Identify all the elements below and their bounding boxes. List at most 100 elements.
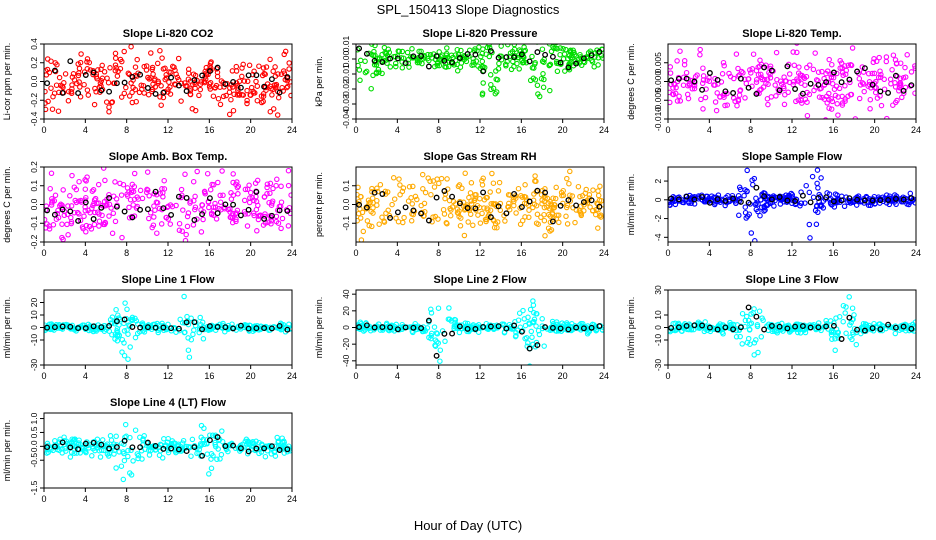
data-point: [93, 328, 100, 334]
data-point: [802, 329, 809, 336]
y-tick-label: 0: [341, 325, 351, 330]
data-point: [215, 95, 222, 102]
hourly-point: [237, 212, 244, 219]
data-point: [473, 58, 480, 64]
y-tick-label: -0.1: [29, 216, 39, 231]
data-point: [498, 44, 504, 49]
data-point: [242, 186, 249, 193]
data-point: [128, 447, 134, 454]
hourly-point: [425, 217, 432, 224]
data-point: [160, 66, 167, 72]
y-tick-label: 0: [653, 325, 663, 330]
data-point: [230, 107, 237, 114]
hourly-point: [588, 324, 595, 331]
data-point: [257, 213, 263, 219]
data-point: [281, 51, 287, 58]
data-point: [72, 325, 79, 332]
data-point: [425, 51, 431, 58]
data-point: [100, 167, 107, 171]
data-point: [369, 189, 375, 195]
hourly-point: [730, 195, 737, 202]
data-point: [267, 190, 273, 197]
hourly-point: [121, 316, 128, 323]
data-point: [897, 82, 904, 89]
y-tick-label: 0.5: [29, 426, 39, 438]
data-point: [252, 90, 258, 96]
data-point: [125, 70, 132, 77]
data-point: [809, 173, 816, 180]
data-point: [424, 325, 431, 331]
data-point: [572, 219, 578, 226]
data-point: [487, 207, 494, 214]
hourly-point: [160, 89, 167, 96]
y-tick-label: 0.2: [29, 161, 39, 173]
hourly-point: [565, 197, 572, 204]
data-point: [167, 91, 174, 97]
hourly-point: [557, 59, 564, 66]
hourly-point: [792, 198, 799, 205]
data-point: [113, 65, 119, 71]
data-point: [595, 225, 601, 231]
hourly-point: [268, 76, 275, 83]
data-point: [288, 92, 292, 99]
x-tick-label: 8: [124, 248, 129, 258]
data-point: [702, 94, 709, 101]
data-point: [773, 93, 779, 99]
data-point: [533, 189, 539, 195]
data-point: [194, 450, 200, 457]
data-point: [258, 99, 265, 106]
data-point: [146, 452, 153, 458]
data-point: [221, 442, 228, 449]
data-point: [901, 90, 907, 97]
data-point: [117, 56, 124, 63]
data-point: [545, 200, 552, 207]
data-point: [736, 212, 742, 219]
data-point: [533, 310, 539, 317]
x-tick-label: 20: [246, 371, 256, 381]
data-point: [853, 341, 860, 348]
data-point: [208, 456, 214, 462]
data-point: [61, 212, 68, 219]
data-point: [120, 449, 126, 455]
data-point: [668, 89, 673, 96]
data-point: [45, 449, 52, 456]
y-tick-label: 30: [653, 285, 663, 295]
data-point: [91, 221, 98, 228]
hourly-point: [761, 64, 768, 71]
hourly-point: [823, 79, 830, 86]
data-point: [435, 305, 442, 311]
data-point: [272, 453, 279, 459]
hourly-point: [456, 323, 463, 330]
data-point: [199, 202, 205, 208]
data-point: [527, 363, 533, 365]
y-tick-label: 0.005: [653, 52, 663, 74]
data-point: [416, 59, 422, 66]
hourly-point: [129, 444, 136, 451]
data-point: [680, 74, 687, 81]
data-point: [67, 454, 74, 460]
data-point: [198, 422, 205, 429]
data-point: [685, 95, 692, 102]
data-point: [124, 185, 131, 191]
data-point: [515, 185, 522, 192]
data-point: [362, 69, 369, 76]
hourly-point: [129, 324, 136, 330]
data-point: [783, 192, 789, 198]
data-point: [877, 74, 884, 81]
data-point: [905, 325, 912, 331]
data-point: [260, 65, 267, 71]
data-point: [575, 183, 582, 190]
data-point: [267, 180, 274, 187]
data-point: [867, 106, 873, 112]
data-point: [739, 310, 746, 317]
hourly-point: [768, 196, 775, 203]
data-point: [721, 91, 728, 97]
hourly-point: [268, 212, 275, 219]
data-point: [680, 322, 687, 328]
hourly-point: [745, 199, 752, 206]
data-point: [272, 64, 278, 70]
data-point: [56, 439, 63, 445]
hourly-point: [410, 207, 417, 214]
data-point: [146, 193, 152, 199]
data-point: [184, 313, 190, 320]
